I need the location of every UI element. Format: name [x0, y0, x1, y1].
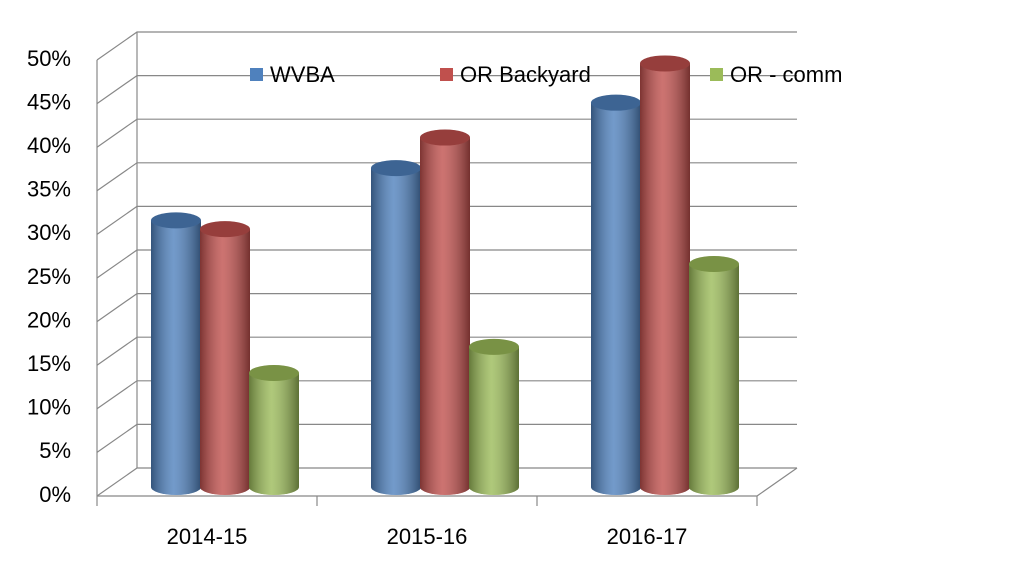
grid-line [96, 380, 797, 410]
bar-cap-shade [420, 129, 470, 146]
bar-cap [420, 129, 470, 146]
x-tick-label: 2016-17 [607, 524, 688, 549]
grid-line [96, 118, 797, 148]
bar-cap [640, 55, 690, 72]
x-tick-label: 2015-16 [387, 524, 468, 549]
bar-cap-shade [151, 212, 201, 229]
y-tick-label: 30% [27, 220, 71, 245]
legend-label: WVBA [270, 62, 335, 87]
y-tick-label: 5% [39, 438, 71, 463]
bar-shade [469, 346, 519, 487]
legend-label: OR - comm [730, 62, 842, 87]
legend-swatch [250, 68, 263, 81]
bar-cap-shade [200, 221, 250, 238]
y-tick-label: 15% [27, 351, 71, 376]
bar-shade [371, 168, 421, 487]
grid-line [96, 162, 797, 192]
y-tick-label: 35% [27, 177, 71, 202]
grid-line [96, 75, 797, 105]
bar-cap-shade [689, 256, 739, 272]
grid-line [96, 293, 797, 323]
y-tick-label: 40% [27, 133, 71, 158]
bar-shade [640, 63, 690, 487]
bar-cap [151, 212, 201, 229]
grid-line [96, 205, 797, 235]
bar-shade [689, 264, 739, 487]
y-tick-label: 10% [27, 395, 71, 420]
y-tick-label: 50% [27, 46, 71, 71]
bar-cap [469, 338, 519, 355]
bar-shade [151, 220, 201, 487]
bar-cap [200, 221, 250, 238]
legend-swatch [710, 68, 723, 81]
grid-line [96, 336, 797, 366]
bar-cap-shade [469, 338, 519, 355]
bar-cap-shade [640, 55, 690, 72]
bar-cap [591, 94, 641, 111]
legend-swatch [440, 68, 453, 81]
bar-shade [249, 373, 299, 487]
bar-cap-shade [249, 365, 299, 381]
grid-line [96, 31, 797, 61]
y-tick-label: 0% [39, 482, 71, 507]
x-tick-label: 2014-15 [167, 524, 248, 549]
bar-cap-shade [371, 160, 421, 177]
y-tick-label: 45% [27, 89, 71, 114]
bar-cap-shade [591, 94, 641, 111]
bar-cap [371, 160, 421, 177]
legend-label: OR Backyard [460, 62, 591, 87]
y-tick-label: 20% [27, 307, 71, 332]
grid-line [96, 423, 797, 453]
bar-shade [200, 229, 250, 487]
bar-shade [420, 137, 470, 487]
bar-cap [689, 256, 739, 272]
bar-cap [249, 365, 299, 381]
bar-shade [591, 102, 641, 488]
y-tick-label: 25% [27, 264, 71, 289]
grid-line [96, 249, 797, 279]
grid-line [96, 467, 797, 497]
